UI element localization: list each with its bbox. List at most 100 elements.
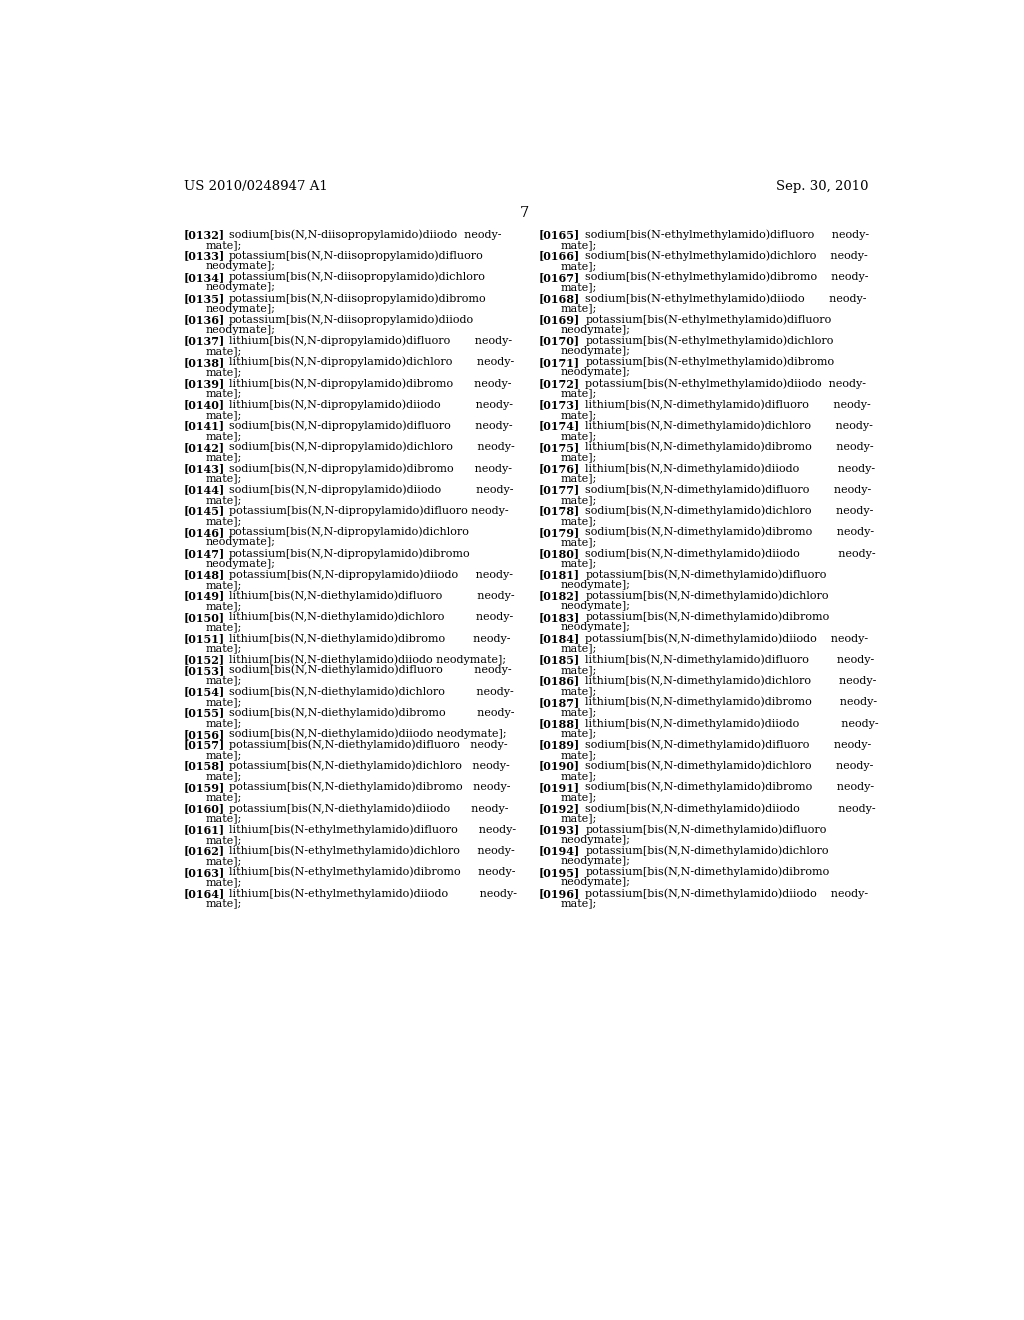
Text: [0134]: [0134]: [183, 272, 225, 282]
Text: lithium[bis(N,N-diethylamido)dichloro         neody-: lithium[bis(N,N-diethylamido)dichloro ne…: [228, 611, 513, 622]
Text: [0180]: [0180]: [539, 548, 580, 558]
Text: sodium[bis(N,N-dimethylamido)diiodo           neody-: sodium[bis(N,N-dimethylamido)diiodo neod…: [586, 803, 876, 813]
Text: mate];: mate];: [560, 813, 597, 824]
Text: sodium[bis(N,N-dimethylamido)diiodo           neody-: sodium[bis(N,N-dimethylamido)diiodo neod…: [586, 548, 876, 558]
Text: sodium[bis(N,N-dipropylamido)difluoro       neody-: sodium[bis(N,N-dipropylamido)difluoro ne…: [228, 421, 512, 432]
Text: [0172]: [0172]: [539, 378, 580, 389]
Text: mate];: mate];: [206, 601, 242, 611]
Text: [0149]: [0149]: [183, 590, 225, 602]
Text: mate];: mate];: [560, 686, 597, 696]
Text: mate];: mate];: [560, 771, 597, 781]
Text: mate];: mate];: [206, 697, 242, 706]
Text: [0185]: [0185]: [539, 655, 580, 665]
Text: [0165]: [0165]: [539, 230, 580, 240]
Text: mate];: mate];: [206, 836, 242, 845]
Text: mate];: mate];: [560, 282, 597, 292]
Text: lithium[bis(N,N-dimethylamido)diiodo            neody-: lithium[bis(N,N-dimethylamido)diiodo neo…: [586, 718, 879, 729]
Text: mate];: mate];: [206, 644, 242, 653]
Text: lithium[bis(N,N-dimethylamido)dichloro       neody-: lithium[bis(N,N-dimethylamido)dichloro n…: [586, 421, 873, 432]
Text: mate];: mate];: [560, 240, 597, 249]
Text: lithium[bis(N,N-dipropylamido)dibromo      neody-: lithium[bis(N,N-dipropylamido)dibromo ne…: [228, 378, 511, 388]
Text: neodymate];: neodymate];: [560, 346, 631, 356]
Text: [0144]: [0144]: [183, 484, 225, 495]
Text: mate];: mate];: [206, 240, 242, 249]
Text: sodium[bis(N,N-dimethylamido)dibromo       neody-: sodium[bis(N,N-dimethylamido)dibromo neo…: [586, 781, 874, 792]
Text: [0191]: [0191]: [539, 781, 580, 793]
Text: potassium[bis(N-ethylmethylamido)difluoro: potassium[bis(N-ethylmethylamido)difluor…: [586, 314, 831, 325]
Text: neodymate];: neodymate];: [206, 537, 275, 548]
Text: [0181]: [0181]: [539, 569, 580, 581]
Text: [0152]: [0152]: [183, 655, 225, 665]
Text: neodymate];: neodymate];: [560, 367, 631, 378]
Text: mate];: mate];: [560, 516, 597, 527]
Text: [0138]: [0138]: [183, 356, 225, 368]
Text: [0163]: [0163]: [183, 867, 225, 878]
Text: lithium[bis(N-ethylmethylamido)dibromo     neody-: lithium[bis(N-ethylmethylamido)dibromo n…: [228, 867, 515, 878]
Text: [0133]: [0133]: [183, 251, 225, 261]
Text: [0193]: [0193]: [539, 824, 580, 836]
Text: potassium[bis(N,N-diisopropylamido)dichloro: potassium[bis(N,N-diisopropylamido)dichl…: [228, 272, 485, 282]
Text: [0136]: [0136]: [183, 314, 225, 325]
Text: mate];: mate];: [206, 878, 242, 887]
Text: mate];: mate];: [560, 750, 597, 760]
Text: mate];: mate];: [560, 411, 597, 420]
Text: potassium[bis(N,N-dimethylamido)dichloro: potassium[bis(N,N-dimethylamido)dichloro: [586, 846, 828, 857]
Text: sodium[bis(N,N-diethylamido)diiodo neodymate];: sodium[bis(N,N-diethylamido)diiodo neody…: [228, 729, 507, 739]
Text: potassium[bis(N,N-diethylamido)difluoro   neody-: potassium[bis(N,N-diethylamido)difluoro …: [228, 739, 507, 750]
Text: mate];: mate];: [206, 432, 242, 441]
Text: lithium[bis(N,N-dipropylamido)difluoro       neody-: lithium[bis(N,N-dipropylamido)difluoro n…: [228, 335, 512, 346]
Text: potassium[bis(N,N-dimethylamido)difluoro: potassium[bis(N,N-dimethylamido)difluoro: [586, 569, 826, 579]
Text: [0175]: [0175]: [539, 442, 580, 453]
Text: potassium[bis(N-ethylmethylamido)diiodo  neody-: potassium[bis(N-ethylmethylamido)diiodo …: [586, 378, 866, 388]
Text: sodium[bis(N,N-diethylamido)difluoro         neody-: sodium[bis(N,N-diethylamido)difluoro neo…: [228, 665, 511, 676]
Text: lithium[bis(N,N-dimethylamido)dichloro        neody-: lithium[bis(N,N-dimethylamido)dichloro n…: [586, 676, 877, 686]
Text: mate];: mate];: [206, 411, 242, 420]
Text: potassium[bis(N,N-diisopropylamido)difluoro: potassium[bis(N,N-diisopropylamido)diflu…: [228, 251, 483, 261]
Text: mate];: mate];: [206, 453, 242, 462]
Text: potassium[bis(N-ethylmethylamido)dibromo: potassium[bis(N-ethylmethylamido)dibromo: [586, 356, 835, 367]
Text: potassium[bis(N-ethylmethylamido)dichloro: potassium[bis(N-ethylmethylamido)dichlor…: [586, 335, 834, 346]
Text: neodymate];: neodymate];: [206, 282, 275, 292]
Text: sodium[bis(N,N-dimethylamido)dichloro       neody-: sodium[bis(N,N-dimethylamido)dichloro ne…: [586, 760, 873, 771]
Text: [0139]: [0139]: [183, 378, 225, 389]
Text: mate];: mate];: [560, 665, 597, 675]
Text: [0132]: [0132]: [183, 230, 225, 240]
Text: [0166]: [0166]: [539, 251, 580, 261]
Text: US 2010/0248947 A1: US 2010/0248947 A1: [183, 180, 328, 193]
Text: sodium[bis(N,N-dipropylamido)dibromo      neody-: sodium[bis(N,N-dipropylamido)dibromo neo…: [228, 463, 512, 474]
Text: neodymate];: neodymate];: [206, 325, 275, 335]
Text: [0161]: [0161]: [183, 824, 225, 836]
Text: potassium[bis(N,N-dipropylamido)dibromo: potassium[bis(N,N-dipropylamido)dibromo: [228, 548, 470, 558]
Text: lithium[bis(N,N-dimethylamido)diiodo           neody-: lithium[bis(N,N-dimethylamido)diiodo neo…: [586, 463, 876, 474]
Text: neodymate];: neodymate];: [560, 857, 631, 866]
Text: potassium[bis(N,N-dimethylamido)diiodo    neody-: potassium[bis(N,N-dimethylamido)diiodo n…: [586, 634, 868, 644]
Text: [0162]: [0162]: [183, 846, 225, 857]
Text: mate];: mate];: [560, 899, 597, 908]
Text: lithium[bis(N-ethylmethylamido)difluoro      neody-: lithium[bis(N-ethylmethylamido)difluoro …: [228, 824, 516, 834]
Text: mate];: mate];: [560, 558, 597, 569]
Text: potassium[bis(N,N-diisopropylamido)dibromo: potassium[bis(N,N-diisopropylamido)dibro…: [228, 293, 486, 304]
Text: [0145]: [0145]: [183, 506, 225, 516]
Text: [0184]: [0184]: [539, 634, 580, 644]
Text: [0189]: [0189]: [539, 739, 580, 750]
Text: mate];: mate];: [560, 729, 597, 739]
Text: [0169]: [0169]: [539, 314, 580, 325]
Text: [0137]: [0137]: [183, 335, 225, 346]
Text: [0188]: [0188]: [539, 718, 580, 729]
Text: mate];: mate];: [560, 453, 597, 462]
Text: mate];: mate];: [206, 792, 242, 803]
Text: mate];: mate];: [206, 367, 242, 378]
Text: sodium[bis(N-ethylmethylamido)dichloro    neody-: sodium[bis(N-ethylmethylamido)dichloro n…: [586, 251, 868, 261]
Text: potassium[bis(N,N-diethylamido)dibromo   neody-: potassium[bis(N,N-diethylamido)dibromo n…: [228, 781, 510, 792]
Text: lithium[bis(N,N-diethylamido)diiodo neodymate];: lithium[bis(N,N-diethylamido)diiodo neod…: [228, 655, 506, 665]
Text: [0153]: [0153]: [183, 665, 225, 676]
Text: Sep. 30, 2010: Sep. 30, 2010: [775, 180, 868, 193]
Text: neodymate];: neodymate];: [206, 304, 275, 314]
Text: [0192]: [0192]: [539, 803, 580, 814]
Text: [0164]: [0164]: [183, 888, 225, 899]
Text: sodium[bis(N,N-diethylamido)dichloro         neody-: sodium[bis(N,N-diethylamido)dichloro neo…: [228, 686, 513, 697]
Text: mate];: mate];: [206, 899, 242, 908]
Text: [0142]: [0142]: [183, 442, 225, 453]
Text: mate];: mate];: [206, 623, 242, 632]
Text: mate];: mate];: [206, 516, 242, 527]
